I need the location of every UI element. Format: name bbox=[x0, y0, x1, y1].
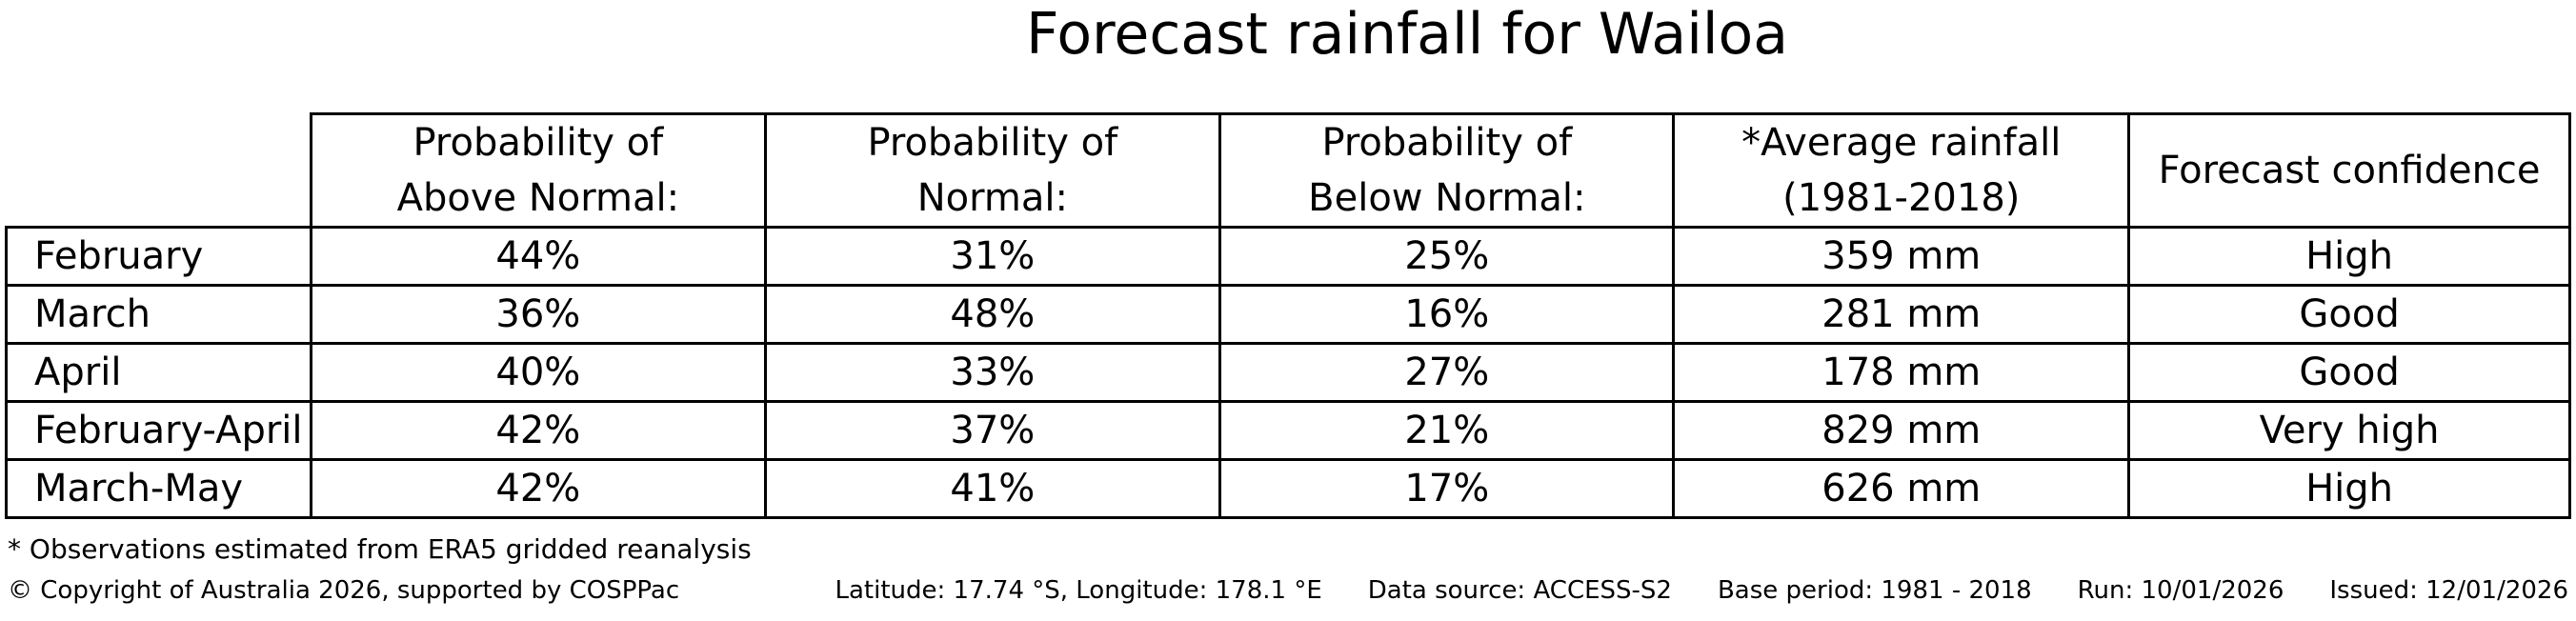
cell-above-normal: 44% bbox=[310, 226, 767, 287]
cell-normal: 37% bbox=[763, 400, 1222, 461]
footer-metadata-group: Latitude: 17.74 °S, Longitude: 178.1 °E … bbox=[835, 576, 2568, 606]
row-label: March bbox=[4, 284, 313, 345]
col-header-line: (1981-2018) bbox=[1782, 176, 2021, 220]
row-label: March-May bbox=[4, 458, 313, 519]
cell-below-normal: 21% bbox=[1218, 400, 1676, 461]
col-header-line: Forecast confidence bbox=[2158, 149, 2541, 192]
col-header-line: Probability of bbox=[1321, 121, 1573, 165]
col-header-line: Normal: bbox=[916, 176, 1068, 220]
cell-below-normal: 27% bbox=[1218, 342, 1676, 403]
col-header-below-normal: Probability of Below Normal: bbox=[1218, 112, 1676, 229]
table-row: March-May 42% 41% 17% 626 mm High bbox=[4, 458, 2571, 519]
table-row: March 36% 48% 16% 281 mm Good bbox=[4, 284, 2571, 345]
cell-confidence: High bbox=[2127, 458, 2571, 519]
footer-issued-date: Issued: 12/01/2026 bbox=[2329, 576, 2568, 606]
cell-average-rainfall: 281 mm bbox=[1672, 284, 2131, 345]
cell-confidence: Good bbox=[2127, 342, 2571, 403]
observations-footnote: * Observations estimated from ERA5 gridd… bbox=[8, 533, 752, 565]
copyright-text: © Copyright of Australia 2026, supported… bbox=[8, 576, 680, 606]
col-header-line: Below Normal: bbox=[1308, 176, 1586, 220]
col-header-line: *Average rainfall bbox=[1741, 121, 2062, 165]
footer-location: Latitude: 17.74 °S, Longitude: 178.1 °E bbox=[835, 576, 1322, 606]
cell-normal: 48% bbox=[763, 284, 1222, 345]
row-label: February bbox=[4, 226, 313, 287]
col-header-average-rainfall: *Average rainfall (1981-2018) bbox=[1672, 112, 2131, 229]
cell-average-rainfall: 626 mm bbox=[1672, 458, 2131, 519]
row-label: February-April bbox=[4, 400, 313, 461]
col-header-line: Probability of bbox=[867, 121, 1118, 165]
cell-average-rainfall: 178 mm bbox=[1672, 342, 2131, 403]
cell-normal: 31% bbox=[763, 226, 1222, 287]
cell-above-normal: 40% bbox=[310, 342, 767, 403]
cell-average-rainfall: 829 mm bbox=[1672, 400, 2131, 461]
col-header-line: Probability of bbox=[413, 121, 664, 165]
cell-below-normal: 16% bbox=[1218, 284, 1676, 345]
col-header-forecast-confidence: Forecast confidence bbox=[2127, 112, 2571, 229]
cell-above-normal: 36% bbox=[310, 284, 767, 345]
figure-title: Forecast rainfall for Wailoa bbox=[1025, 1, 1789, 68]
footer-run-date: Run: 10/01/2026 bbox=[2077, 576, 2284, 606]
col-header-normal: Probability of Normal: bbox=[763, 112, 1222, 229]
cell-below-normal: 25% bbox=[1218, 226, 1676, 287]
footer-data-source: Data source: ACCESS-S2 bbox=[1367, 576, 1672, 606]
cell-confidence: High bbox=[2127, 226, 2571, 287]
row-label: April bbox=[4, 342, 313, 403]
forecast-table: Probability of Above Normal: Probability… bbox=[4, 112, 2571, 519]
table-header-row: Probability of Above Normal: Probability… bbox=[7, 112, 2571, 229]
cell-above-normal: 42% bbox=[310, 400, 767, 461]
cell-normal: 41% bbox=[763, 458, 1222, 519]
footer-base-period: Base period: 1981 - 2018 bbox=[1717, 576, 2032, 606]
table-row: February-April 42% 37% 21% 829 mm Very h… bbox=[4, 400, 2571, 461]
cell-normal: 33% bbox=[763, 342, 1222, 403]
cell-below-normal: 17% bbox=[1218, 458, 1676, 519]
table-row: February 44% 31% 25% 359 mm High bbox=[4, 226, 2571, 287]
col-header-above-normal: Probability of Above Normal: bbox=[310, 112, 767, 229]
table-row: April 40% 33% 27% 178 mm Good bbox=[4, 342, 2571, 403]
footer-bar: © Copyright of Australia 2026, supported… bbox=[8, 576, 2568, 606]
col-header-line: Above Normal: bbox=[396, 176, 680, 220]
corner-empty-cell bbox=[7, 114, 312, 228]
cell-average-rainfall: 359 mm bbox=[1672, 226, 2131, 287]
cell-confidence: Good bbox=[2127, 284, 2571, 345]
cell-confidence: Very high bbox=[2127, 400, 2571, 461]
cell-above-normal: 42% bbox=[310, 458, 767, 519]
